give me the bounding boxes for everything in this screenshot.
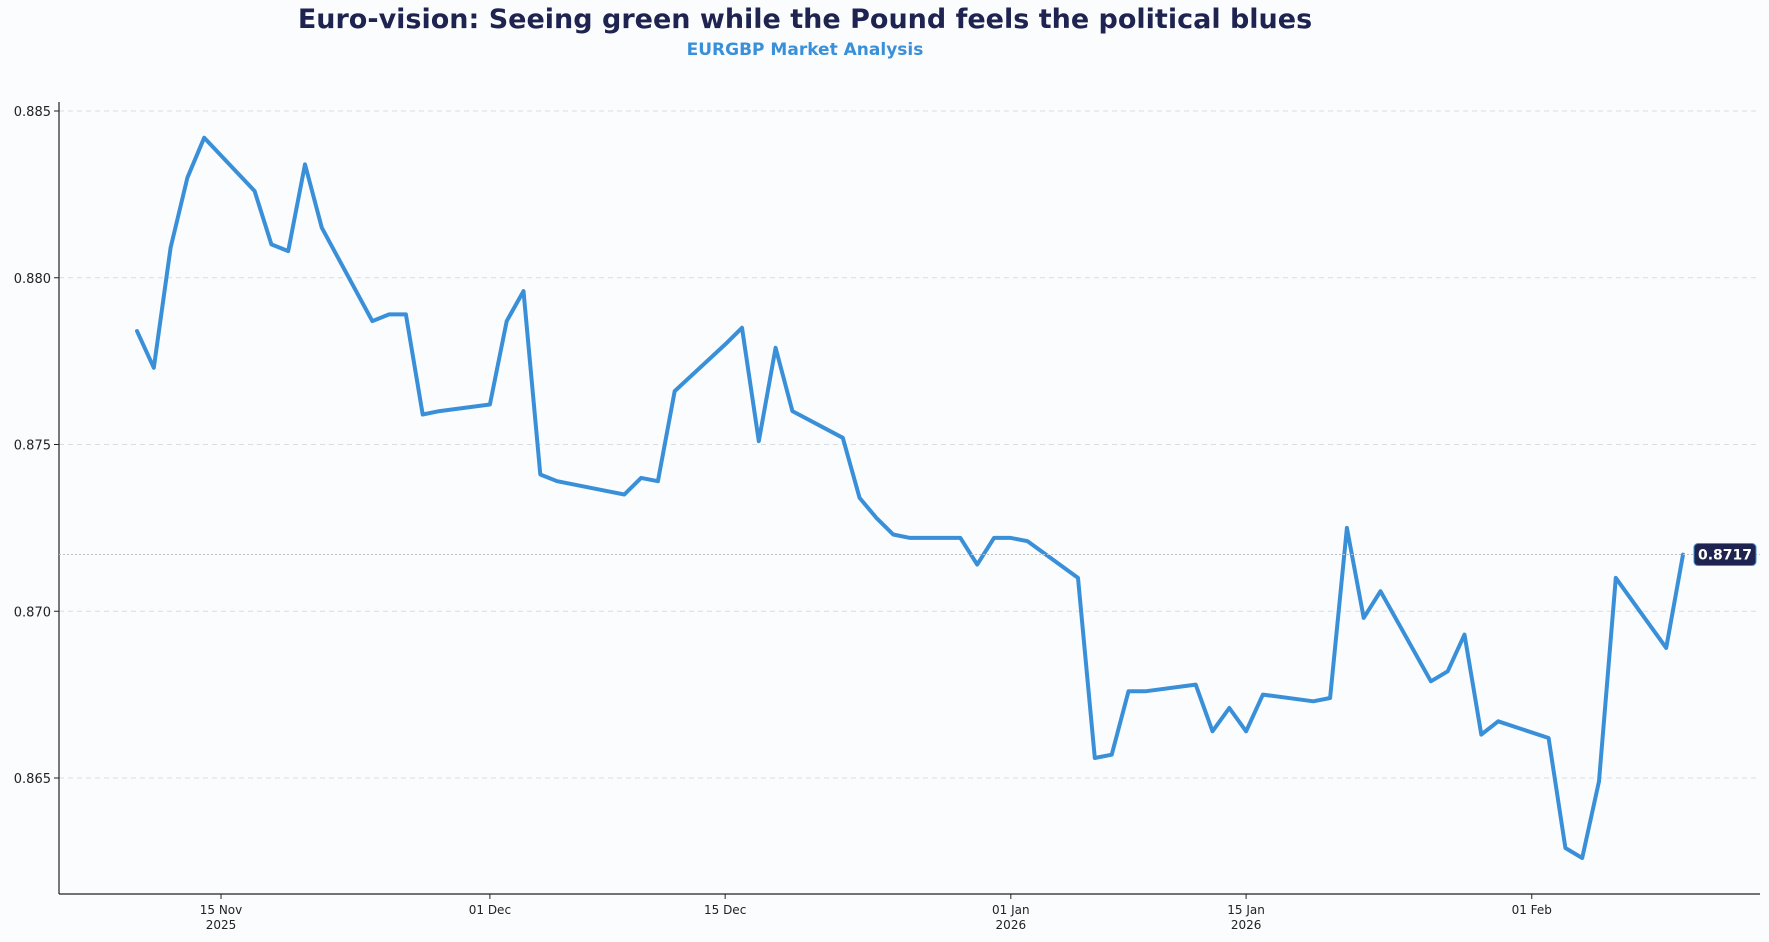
last-value-label: 0.8717: [1698, 548, 1752, 564]
x-tick-label: 15 Dec: [704, 903, 746, 917]
y-tick-label: 0.865: [14, 772, 51, 787]
y-tick-label: 0.875: [14, 439, 51, 454]
x-tick-label: 15 Jan: [1227, 903, 1265, 917]
x-tick-label: 01 Feb: [1512, 903, 1552, 917]
last-value-badge: [1693, 543, 1757, 567]
x-tick-year-label: 2026: [996, 918, 1027, 932]
y-tick-label: 0.880: [14, 272, 51, 287]
chart-title: Euro-vision: Seeing green while the Poun…: [297, 4, 1313, 35]
series-line-eurgbp: [135, 135, 1685, 860]
x-tick-label: 01 Dec: [469, 903, 511, 917]
y-tick-label: 0.885: [14, 105, 51, 120]
x-tick-label: 15 Nov: [200, 903, 243, 917]
x-tick-year-label: 2026: [1231, 918, 1262, 932]
y-tick-label: 0.870: [14, 605, 51, 620]
x-tick-label: 01 Jan: [992, 903, 1030, 917]
x-tick-year-label: 2025: [206, 918, 237, 932]
chart-subtitle: EURGBP Market Analysis: [686, 40, 924, 60]
